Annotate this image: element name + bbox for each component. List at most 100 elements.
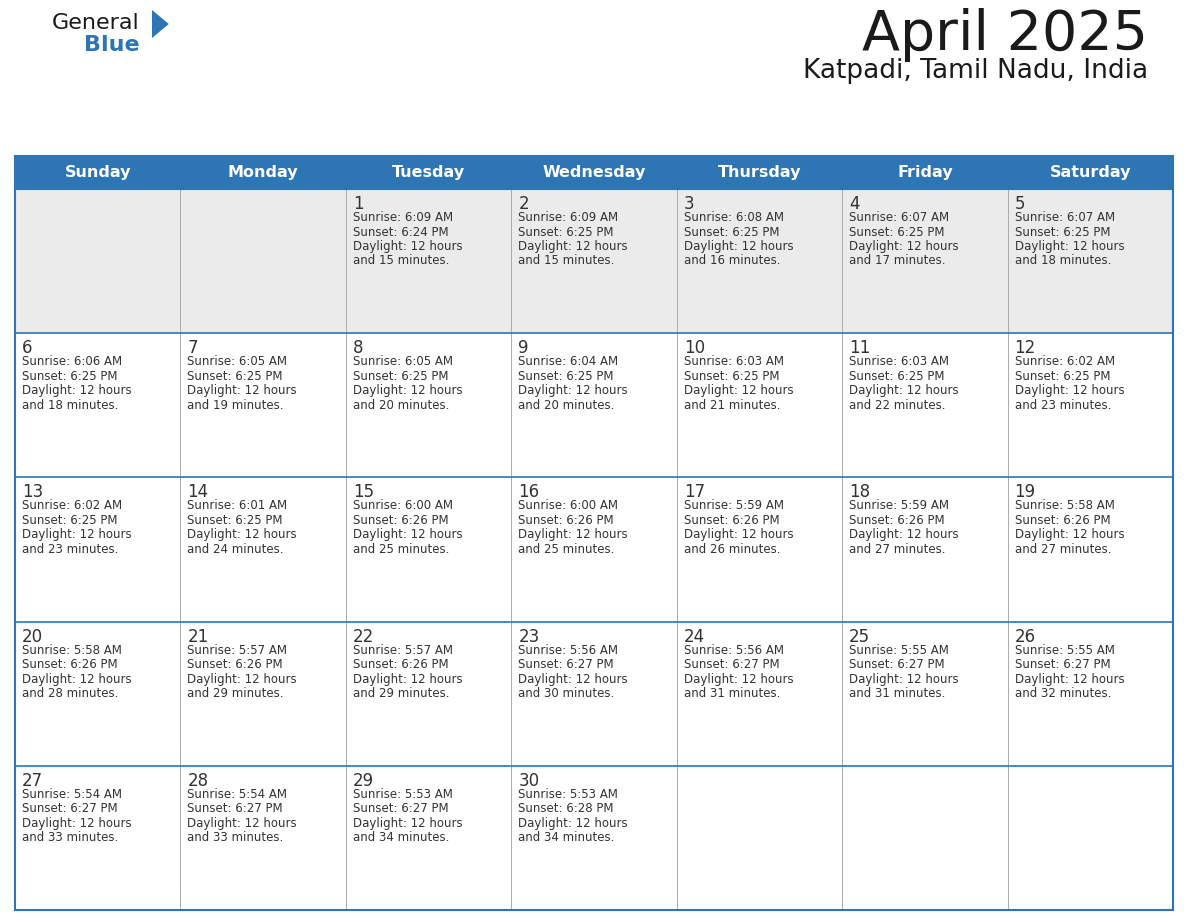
Text: 20: 20 bbox=[23, 628, 43, 645]
Bar bbox=[511, 766, 677, 910]
Text: Daylight: 12 hours: Daylight: 12 hours bbox=[353, 817, 462, 830]
Text: 24: 24 bbox=[684, 628, 704, 645]
Text: Daylight: 12 hours: Daylight: 12 hours bbox=[1015, 529, 1124, 542]
Text: and 31 minutes.: and 31 minutes. bbox=[684, 687, 781, 700]
Bar bbox=[677, 766, 842, 910]
Text: Daylight: 12 hours: Daylight: 12 hours bbox=[849, 529, 959, 542]
Text: 12: 12 bbox=[1015, 339, 1036, 357]
Bar bbox=[1007, 333, 1173, 477]
Text: 13: 13 bbox=[23, 484, 43, 501]
Bar bbox=[842, 333, 1007, 477]
Text: 5: 5 bbox=[1015, 195, 1025, 213]
Text: 2: 2 bbox=[518, 195, 529, 213]
Text: Sunday: Sunday bbox=[64, 165, 131, 180]
Bar bbox=[15, 189, 181, 333]
Text: Sunset: 6:27 PM: Sunset: 6:27 PM bbox=[518, 658, 614, 671]
Text: 23: 23 bbox=[518, 628, 539, 645]
Text: Sunset: 6:27 PM: Sunset: 6:27 PM bbox=[1015, 658, 1111, 671]
Text: Daylight: 12 hours: Daylight: 12 hours bbox=[23, 529, 132, 542]
Text: Sunset: 6:26 PM: Sunset: 6:26 PM bbox=[188, 658, 283, 671]
Text: Sunset: 6:26 PM: Sunset: 6:26 PM bbox=[684, 514, 779, 527]
Bar bbox=[677, 477, 842, 621]
Text: Sunset: 6:25 PM: Sunset: 6:25 PM bbox=[188, 370, 283, 383]
Text: Sunset: 6:25 PM: Sunset: 6:25 PM bbox=[849, 370, 944, 383]
Text: Sunrise: 6:07 AM: Sunrise: 6:07 AM bbox=[849, 211, 949, 224]
Text: Monday: Monday bbox=[228, 165, 298, 180]
Text: and 34 minutes.: and 34 minutes. bbox=[353, 832, 449, 845]
Text: Sunset: 6:25 PM: Sunset: 6:25 PM bbox=[353, 370, 448, 383]
Text: 8: 8 bbox=[353, 339, 364, 357]
Bar bbox=[842, 766, 1007, 910]
Text: Daylight: 12 hours: Daylight: 12 hours bbox=[684, 385, 794, 397]
Text: 11: 11 bbox=[849, 339, 871, 357]
Bar bbox=[677, 189, 842, 333]
Text: Sunrise: 6:02 AM: Sunrise: 6:02 AM bbox=[1015, 355, 1114, 368]
Text: Daylight: 12 hours: Daylight: 12 hours bbox=[23, 817, 132, 830]
Text: and 33 minutes.: and 33 minutes. bbox=[188, 832, 284, 845]
Bar bbox=[842, 477, 1007, 621]
Text: Daylight: 12 hours: Daylight: 12 hours bbox=[518, 817, 628, 830]
Bar bbox=[842, 189, 1007, 333]
Text: 26: 26 bbox=[1015, 628, 1036, 645]
Bar bbox=[346, 621, 511, 766]
Text: Sunrise: 6:00 AM: Sunrise: 6:00 AM bbox=[353, 499, 453, 512]
Text: and 29 minutes.: and 29 minutes. bbox=[353, 687, 449, 700]
Bar bbox=[346, 189, 511, 333]
Text: 22: 22 bbox=[353, 628, 374, 645]
Bar bbox=[511, 621, 677, 766]
Text: Daylight: 12 hours: Daylight: 12 hours bbox=[849, 673, 959, 686]
Text: Sunrise: 5:56 AM: Sunrise: 5:56 AM bbox=[518, 644, 618, 656]
Text: Sunset: 6:27 PM: Sunset: 6:27 PM bbox=[353, 802, 449, 815]
Text: Sunrise: 5:54 AM: Sunrise: 5:54 AM bbox=[188, 788, 287, 800]
Bar bbox=[511, 189, 677, 333]
Bar bbox=[1007, 766, 1173, 910]
Text: Sunrise: 6:09 AM: Sunrise: 6:09 AM bbox=[518, 211, 619, 224]
Text: Daylight: 12 hours: Daylight: 12 hours bbox=[1015, 240, 1124, 253]
Text: Sunrise: 5:54 AM: Sunrise: 5:54 AM bbox=[23, 788, 122, 800]
Text: and 19 minutes.: and 19 minutes. bbox=[188, 398, 284, 411]
Text: Sunrise: 6:09 AM: Sunrise: 6:09 AM bbox=[353, 211, 453, 224]
Text: Sunset: 6:25 PM: Sunset: 6:25 PM bbox=[684, 370, 779, 383]
Bar bbox=[181, 766, 346, 910]
Text: 10: 10 bbox=[684, 339, 704, 357]
Text: 7: 7 bbox=[188, 339, 198, 357]
Text: Sunset: 6:25 PM: Sunset: 6:25 PM bbox=[518, 370, 614, 383]
Text: Sunrise: 5:59 AM: Sunrise: 5:59 AM bbox=[849, 499, 949, 512]
Text: Daylight: 12 hours: Daylight: 12 hours bbox=[188, 385, 297, 397]
Text: 6: 6 bbox=[23, 339, 32, 357]
Text: Sunrise: 5:59 AM: Sunrise: 5:59 AM bbox=[684, 499, 784, 512]
Text: 16: 16 bbox=[518, 484, 539, 501]
Text: Sunset: 6:26 PM: Sunset: 6:26 PM bbox=[353, 514, 449, 527]
Text: Daylight: 12 hours: Daylight: 12 hours bbox=[518, 529, 628, 542]
Text: Sunrise: 5:55 AM: Sunrise: 5:55 AM bbox=[1015, 644, 1114, 656]
Text: Daylight: 12 hours: Daylight: 12 hours bbox=[684, 240, 794, 253]
Text: Sunset: 6:28 PM: Sunset: 6:28 PM bbox=[518, 802, 614, 815]
Text: 29: 29 bbox=[353, 772, 374, 789]
Bar bbox=[677, 333, 842, 477]
Text: Daylight: 12 hours: Daylight: 12 hours bbox=[353, 385, 462, 397]
Text: Sunset: 6:26 PM: Sunset: 6:26 PM bbox=[353, 658, 449, 671]
Text: and 18 minutes.: and 18 minutes. bbox=[1015, 254, 1111, 267]
Text: Sunrise: 6:08 AM: Sunrise: 6:08 AM bbox=[684, 211, 784, 224]
Text: Tuesday: Tuesday bbox=[392, 165, 466, 180]
Bar bbox=[15, 477, 181, 621]
Text: Sunset: 6:27 PM: Sunset: 6:27 PM bbox=[23, 802, 118, 815]
Text: Sunrise: 6:03 AM: Sunrise: 6:03 AM bbox=[684, 355, 784, 368]
Bar bbox=[15, 766, 181, 910]
Text: Friday: Friday bbox=[897, 165, 953, 180]
Text: Saturday: Saturday bbox=[1049, 165, 1131, 180]
Text: and 17 minutes.: and 17 minutes. bbox=[849, 254, 946, 267]
Text: and 25 minutes.: and 25 minutes. bbox=[518, 543, 614, 556]
Text: Sunrise: 5:53 AM: Sunrise: 5:53 AM bbox=[518, 788, 618, 800]
Text: Daylight: 12 hours: Daylight: 12 hours bbox=[188, 673, 297, 686]
Bar bbox=[1007, 477, 1173, 621]
Text: Daylight: 12 hours: Daylight: 12 hours bbox=[23, 385, 132, 397]
Text: and 28 minutes.: and 28 minutes. bbox=[23, 687, 119, 700]
Polygon shape bbox=[152, 10, 169, 38]
Text: Sunrise: 6:05 AM: Sunrise: 6:05 AM bbox=[353, 355, 453, 368]
Text: and 23 minutes.: and 23 minutes. bbox=[23, 543, 119, 556]
Text: Sunset: 6:26 PM: Sunset: 6:26 PM bbox=[23, 658, 118, 671]
Text: Sunset: 6:25 PM: Sunset: 6:25 PM bbox=[23, 370, 118, 383]
Bar bbox=[677, 621, 842, 766]
Text: Blue: Blue bbox=[84, 35, 140, 55]
